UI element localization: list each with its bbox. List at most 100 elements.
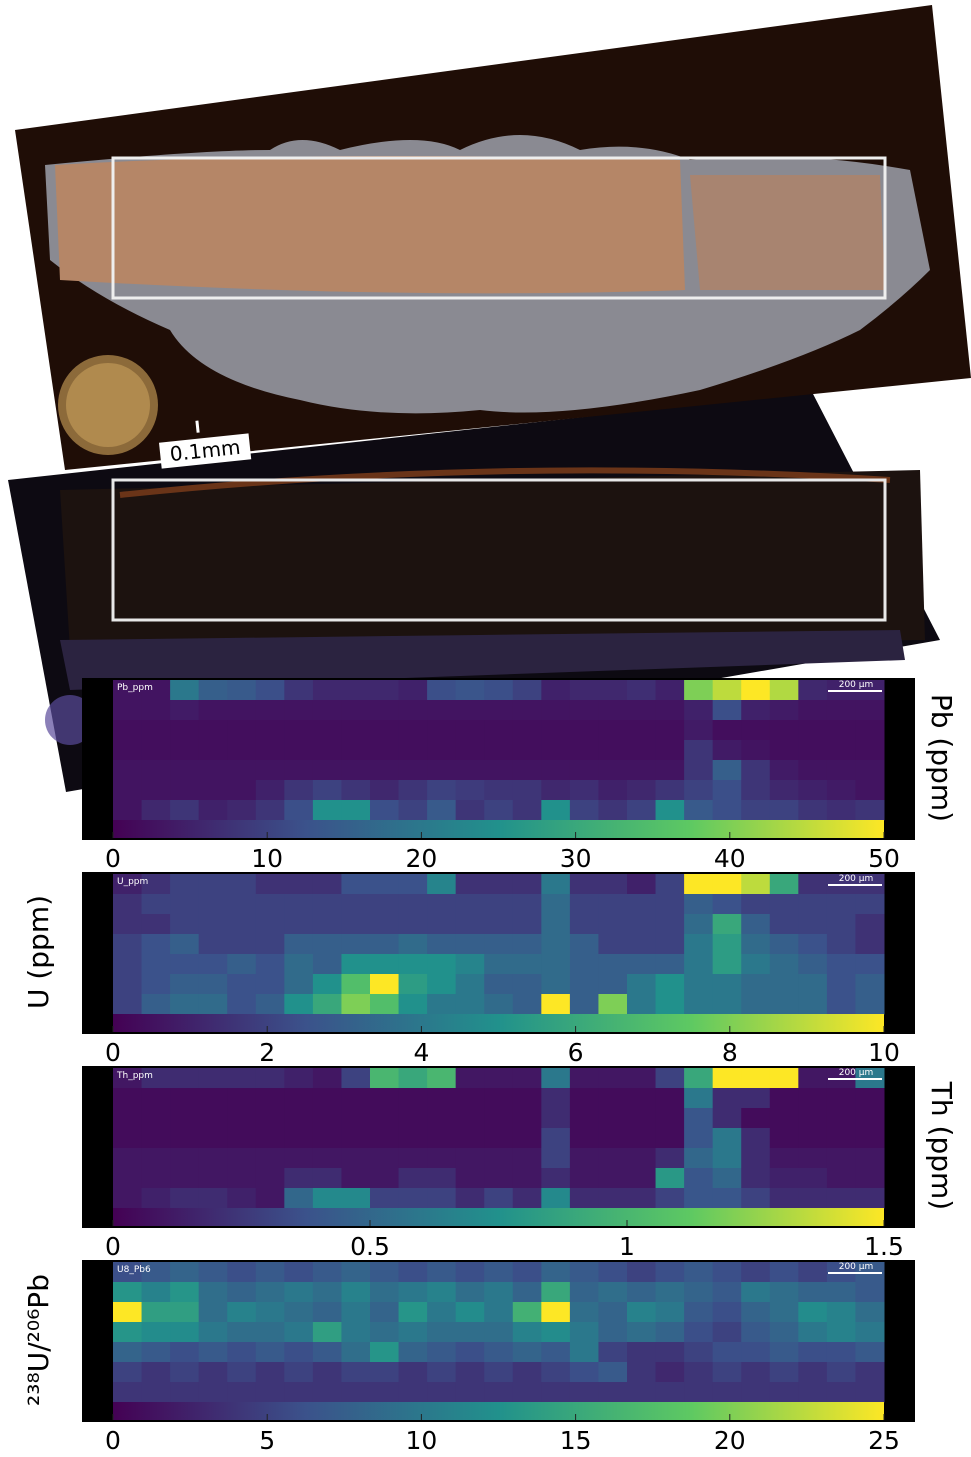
heatmap-cell	[541, 1322, 570, 1343]
heatmap-cell	[199, 934, 228, 955]
heatmap-cell	[827, 800, 856, 821]
heatmap-cell	[341, 1342, 370, 1363]
heatmap-cell	[313, 1108, 342, 1129]
heatmap-cell	[713, 740, 742, 761]
heatmap-cell	[170, 994, 199, 1015]
heatmap-cell	[199, 800, 228, 821]
heatmap-cell	[113, 974, 142, 995]
heatmap-cell	[427, 954, 456, 975]
tick-label: 15	[560, 1426, 592, 1455]
heatmap-cell	[199, 780, 228, 801]
heatmap-cell	[598, 800, 627, 821]
heatmap-cell	[313, 894, 342, 915]
heatmap-cell	[284, 1302, 313, 1323]
heatmap-cell	[570, 1068, 599, 1089]
heatmap-cell	[399, 1128, 428, 1149]
heatmap-cell	[513, 1362, 542, 1383]
tick-label: 0	[105, 1232, 121, 1261]
heatmap-cell	[741, 760, 770, 781]
heatmap-cell	[284, 954, 313, 975]
heatmap-cell	[656, 800, 685, 821]
heatmap-cell	[142, 1188, 171, 1209]
heatmap-cell	[855, 1282, 884, 1303]
heatmap-cell	[713, 1382, 742, 1403]
heatmap-cell	[113, 1362, 142, 1383]
heatmap-cell	[827, 700, 856, 721]
heatmap-cell	[741, 680, 770, 701]
heatmap-cell	[456, 720, 485, 741]
heatmap-cell	[456, 1068, 485, 1089]
heatmap-cell	[142, 1342, 171, 1363]
heatmap-cell	[855, 994, 884, 1015]
heatmap-cell	[313, 700, 342, 721]
heatmap-cell	[341, 1282, 370, 1303]
colorbar	[113, 1014, 884, 1032]
heatmap-cell	[427, 1168, 456, 1189]
heatmap-cell	[656, 914, 685, 935]
heatmap-cell	[798, 1282, 827, 1303]
heatmap-cell	[227, 1068, 256, 1089]
heatmap-cell	[284, 994, 313, 1015]
heatmap-cell	[684, 1262, 713, 1283]
heatmap-cell	[713, 954, 742, 975]
heatmap-cell	[798, 1068, 827, 1089]
heatmap-cell	[256, 1148, 285, 1169]
heatmap-cell	[199, 1148, 228, 1169]
heatmap-cell	[227, 1342, 256, 1363]
heatmap-cell	[199, 1068, 228, 1089]
heatmap-cell	[513, 1302, 542, 1323]
heatmap-cell	[513, 1108, 542, 1129]
heatmap-cell	[484, 1168, 513, 1189]
heatmap-cell	[284, 780, 313, 801]
heatmap-cell	[656, 1068, 685, 1089]
heatmap-cell	[199, 1282, 228, 1303]
heatmap-cell	[798, 914, 827, 935]
heatmap-cell	[798, 1322, 827, 1343]
heatmap-cell	[142, 1322, 171, 1343]
heatmap-cell	[656, 994, 685, 1015]
heatmap-cell	[427, 1128, 456, 1149]
heatmap-cell	[142, 974, 171, 995]
heatmap-cell	[513, 680, 542, 701]
heatmap-cell	[256, 740, 285, 761]
heatmap-cell	[855, 1128, 884, 1149]
heatmap-cell	[313, 914, 342, 935]
heatmap-cell	[741, 994, 770, 1015]
heatmap-cell	[684, 914, 713, 935]
heatmap-cell	[513, 740, 542, 761]
heatmap-cell	[313, 760, 342, 781]
heatmap-cell	[113, 760, 142, 781]
heatmap-cell	[541, 1148, 570, 1169]
heatmap-cell	[227, 740, 256, 761]
heatmap-cell	[855, 1342, 884, 1363]
heatmap-cell	[855, 1322, 884, 1343]
heatmap-cell	[627, 1168, 656, 1189]
heatmap-cell	[484, 800, 513, 821]
heatmap-cell	[541, 1342, 570, 1363]
heatmap-cell	[199, 1188, 228, 1209]
heatmap-cell	[399, 1188, 428, 1209]
heatmap-cell	[456, 680, 485, 701]
heatmap-cell	[570, 1382, 599, 1403]
heatmap-cell	[684, 1322, 713, 1343]
heatmap-panel: Th_ppm200 µm00.511.5Th (ppm)	[82, 1066, 958, 1261]
heatmap-cell	[113, 1382, 142, 1403]
heatmap-cell	[684, 700, 713, 721]
heatmap-cell	[142, 1382, 171, 1403]
heatmap-cell	[484, 1188, 513, 1209]
heatmap-cell	[770, 1362, 799, 1383]
heatmap-cell	[798, 680, 827, 701]
heatmap-cell	[227, 1382, 256, 1403]
tick-label: 0	[105, 1038, 121, 1067]
heatmap-cell	[627, 1148, 656, 1169]
heatmap-cell	[570, 780, 599, 801]
heatmap-cell	[798, 874, 827, 895]
heatmap-cell	[370, 1302, 399, 1323]
heatmap-cell	[627, 700, 656, 721]
heatmap-cell	[370, 1068, 399, 1089]
heatmap-cell	[199, 1382, 228, 1403]
heatmap-cell	[598, 1262, 627, 1283]
heatmap-cell	[513, 760, 542, 781]
heatmap-cell	[456, 914, 485, 935]
heatmap-cell	[541, 1282, 570, 1303]
